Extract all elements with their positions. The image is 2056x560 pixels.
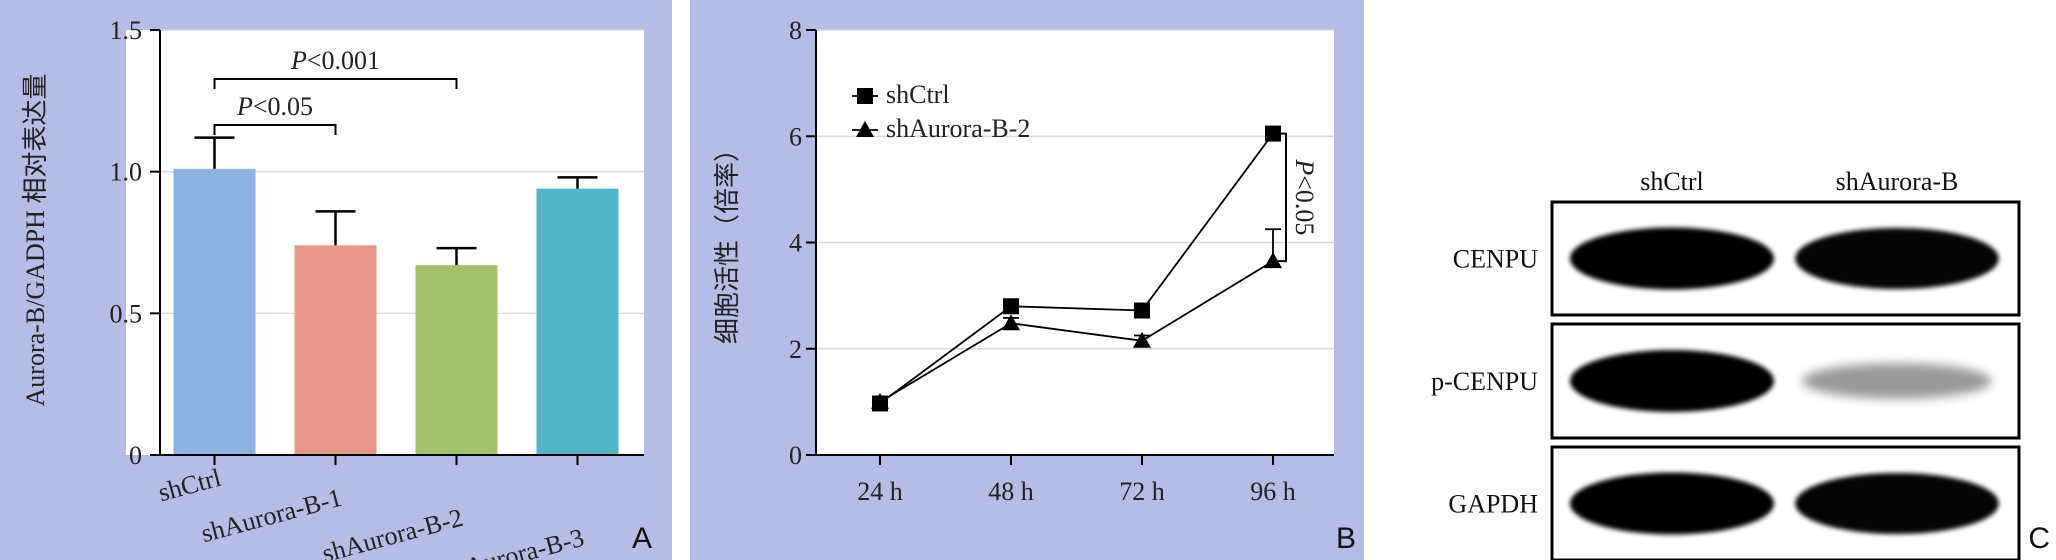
legend-label: shAurora-B-2 (886, 114, 1030, 143)
panel-c: shCtrl shAurora-B CENPU p-CENPU GAPDH C (1431, 167, 2050, 560)
panel-b-x-tick-label: 24 h (857, 477, 903, 506)
panel-b-y-tick-label: 8 (789, 16, 802, 45)
panel-b-letter: B (1336, 522, 1356, 555)
data-point-square (1003, 298, 1019, 315)
data-point-square (857, 88, 873, 104)
significance-bracket (1274, 132, 1287, 263)
panel-b-y-tick-label: 6 (789, 122, 802, 151)
blot-column-label: shCtrl (1640, 167, 1704, 196)
blot-column-label: shAurora-B (1836, 167, 1959, 196)
blot-band (1802, 363, 1992, 399)
panel-b-significance: P<0.05 (1274, 132, 1319, 263)
panel-a-y-tick-label: 0.5 (110, 299, 143, 328)
data-point-triangle (871, 392, 889, 409)
panel-a-significance: P<0.05 P<0.001 (213, 46, 458, 135)
panel-b-gridlines (816, 29, 1334, 350)
blot-row-label: CENPU (1453, 245, 1538, 274)
panel-b-tick-labels: 0 2 4 6 8 24 h 48 h 72 h 96 h (789, 16, 1296, 506)
data-point-square (1265, 125, 1281, 142)
blot-band (1570, 227, 1774, 290)
panel-b-series (871, 125, 1282, 412)
significance-label: P<0.05 (236, 92, 313, 121)
significance-bracket (213, 78, 458, 89)
panel-b-y-tick-label: 0 (789, 441, 802, 470)
panel-a-bars (173, 136, 619, 456)
data-point-triangle (856, 121, 874, 137)
data-point-triangle (1133, 331, 1151, 348)
panel-c-letter: C (2028, 522, 2050, 555)
panel-a-y-tick-label: 1.5 (110, 16, 143, 45)
panel-b-axes (806, 29, 1334, 465)
blot-band (1570, 472, 1774, 535)
data-point-triangle (1264, 252, 1282, 269)
panel-b: 0 2 4 6 8 24 h 48 h 72 h 96 h shCtrl shAurora-B-2… (690, 0, 1364, 560)
panel-b-y-tick-label: 4 (789, 229, 802, 258)
panel-a-letter: A (632, 522, 652, 555)
blot-band (1795, 227, 1999, 290)
blot-band (1570, 350, 1774, 412)
data-point-triangle (1002, 314, 1020, 331)
legend-label: shCtrl (886, 80, 950, 109)
panel-a-axes (150, 29, 644, 465)
significance-label: P<0.001 (290, 46, 380, 75)
bar (294, 245, 377, 455)
panel-b-y-tick-label: 2 (789, 335, 802, 364)
blot-row-label: GAPDH (1448, 490, 1538, 519)
panel-b-x-tick-label: 48 h (988, 477, 1034, 506)
blot-band (1795, 472, 1999, 535)
series-line (879, 260, 1274, 403)
panel-b-x-tick-label: 96 h (1250, 477, 1296, 506)
panel-b-y-axis-label: 细胞活性（倍率） (713, 136, 742, 344)
bar (173, 168, 256, 456)
bar (536, 188, 619, 455)
bar (415, 265, 498, 455)
significance-label: P<0.05 (1290, 158, 1319, 235)
series-line (879, 133, 1274, 405)
panel-b-x-tick-label: 72 h (1119, 477, 1165, 506)
panel-a: 00.51.01.5shCtrlshAurora-B-1shAurora-B-2… (0, 0, 672, 560)
data-point-square (1134, 302, 1150, 319)
western-blot: shCtrl shAurora-B CENPU p-CENPU GAPDH (1431, 167, 2021, 560)
blot-row-label: p-CENPU (1431, 367, 1538, 396)
significance-bracket (213, 124, 337, 135)
panel-a-y-tick-label: 1.0 (110, 158, 143, 187)
panel-a-y-axis-label: Aurora-B/GADPH 相对表达量 (21, 74, 50, 407)
panel-b-legend: shCtrl shAurora-B-2 (852, 80, 1030, 143)
panel-a-y-tick-label: 0 (129, 441, 142, 470)
